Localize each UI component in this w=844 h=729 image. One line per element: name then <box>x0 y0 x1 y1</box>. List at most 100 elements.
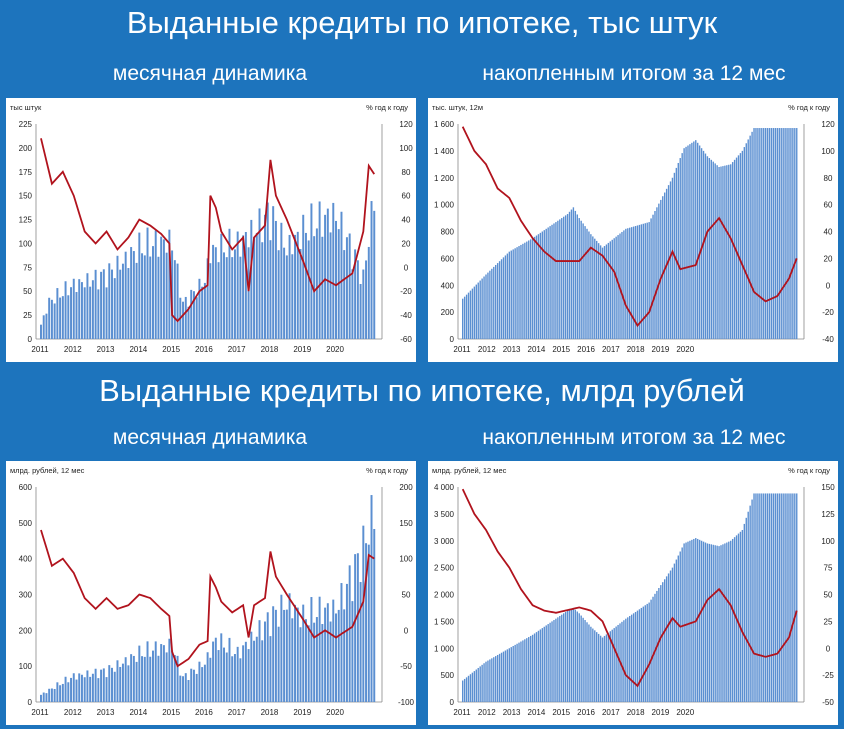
bar <box>127 665 130 702</box>
bar <box>143 656 146 702</box>
bar <box>152 650 154 702</box>
bar <box>522 640 524 702</box>
bar <box>504 255 507 339</box>
bar <box>467 675 470 702</box>
bar <box>132 251 135 339</box>
bar <box>100 271 103 339</box>
bar <box>206 652 209 702</box>
bar <box>747 511 749 702</box>
bar <box>373 528 376 702</box>
bar <box>691 539 693 702</box>
bar <box>171 650 174 702</box>
bar <box>111 269 113 339</box>
bar <box>67 295 70 339</box>
bar <box>539 629 542 702</box>
bar <box>160 644 163 702</box>
bar <box>475 669 477 702</box>
bar <box>493 657 495 702</box>
left-tick-label: 1 000 <box>434 644 455 653</box>
bar <box>518 642 520 702</box>
bar <box>345 583 348 702</box>
bar <box>206 258 209 339</box>
bar <box>555 618 557 702</box>
bar <box>329 232 332 339</box>
bar <box>277 626 280 702</box>
bar <box>176 263 179 339</box>
right-tick-label: -40 <box>822 335 834 344</box>
bar <box>549 622 551 702</box>
bar <box>718 167 720 339</box>
bar <box>498 261 501 339</box>
bar <box>720 166 722 339</box>
bar <box>228 228 231 339</box>
bar <box>751 499 753 702</box>
bar <box>266 202 269 339</box>
x-tick-label: 2015 <box>162 345 180 354</box>
bar <box>516 643 518 702</box>
right-tick-label: 40 <box>402 216 411 225</box>
bar <box>644 605 646 702</box>
bar <box>726 165 728 339</box>
bar <box>233 654 236 702</box>
bar <box>253 640 256 702</box>
bar <box>526 241 528 339</box>
bar <box>220 233 223 339</box>
bar <box>272 606 275 702</box>
bar <box>588 624 590 702</box>
bar <box>623 620 625 702</box>
bar <box>708 543 711 702</box>
bar <box>332 202 335 339</box>
bar <box>605 634 608 702</box>
bar <box>59 297 62 339</box>
bar <box>741 530 744 702</box>
bar <box>111 667 113 702</box>
bar <box>239 256 242 339</box>
bar <box>772 128 775 339</box>
x-tick-label: 2019 <box>293 708 311 717</box>
bar <box>283 609 286 702</box>
bar <box>685 542 687 702</box>
bar <box>113 671 116 702</box>
right-tick-label: 0 <box>826 644 831 653</box>
bar <box>761 128 763 339</box>
x-tick-label: 2017 <box>602 345 620 354</box>
bar <box>716 545 718 702</box>
bar <box>605 244 608 339</box>
bar <box>582 617 584 702</box>
left-tick-label: 1 200 <box>434 174 455 183</box>
bar <box>500 652 503 702</box>
left-axis-unit: тыс. штук, 12м <box>432 103 483 112</box>
bar <box>343 250 346 339</box>
bar <box>613 238 615 339</box>
bar <box>313 622 316 702</box>
bar <box>500 259 503 339</box>
bar <box>154 641 157 702</box>
bar <box>146 227 149 339</box>
bar <box>72 673 75 702</box>
bar <box>485 661 487 702</box>
left-tick-label: 225 <box>19 120 33 129</box>
bar <box>553 620 555 702</box>
bar <box>675 559 678 702</box>
left-tick-label: 200 <box>441 308 455 317</box>
left-tick-label: 0 <box>28 335 33 344</box>
bar <box>617 235 619 339</box>
right-tick-label: 200 <box>399 483 413 492</box>
bar <box>770 128 773 339</box>
bar <box>296 231 299 339</box>
bar <box>780 493 782 702</box>
x-tick-label: 2020 <box>676 708 694 717</box>
bar <box>182 676 185 702</box>
bar <box>228 637 231 702</box>
bar <box>130 247 133 339</box>
bar <box>326 208 329 339</box>
bar <box>236 231 239 339</box>
bar <box>127 268 130 339</box>
bar <box>629 616 631 702</box>
bar <box>362 269 365 339</box>
bar <box>788 128 790 339</box>
bar <box>67 682 70 702</box>
bar <box>582 223 584 339</box>
bar <box>250 631 253 702</box>
bar <box>485 274 487 339</box>
